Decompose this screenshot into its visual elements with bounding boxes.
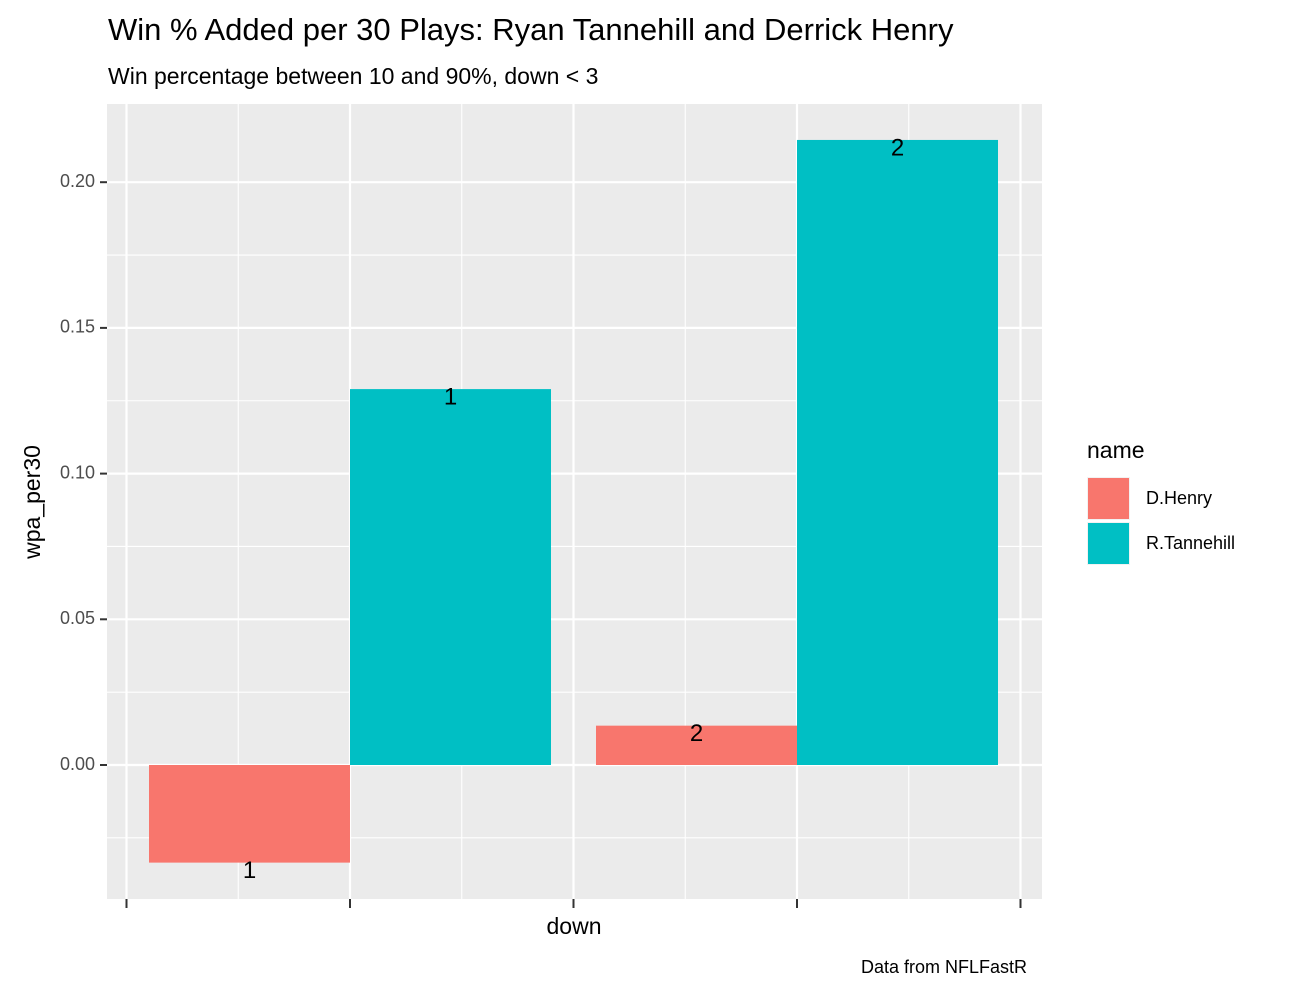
bars	[149, 139, 998, 863]
y-axis: 0.00 0.05 0.10 0.15 0.20	[60, 171, 107, 774]
legend-key-r-tannehill	[1088, 523, 1129, 564]
y-tick-label-0: 0.00	[60, 754, 95, 774]
bar-d-henry-down-1	[149, 765, 350, 863]
legend: name D.Henry R.Tannehill	[1087, 437, 1235, 565]
bar-labels: 1 2 1 2	[243, 134, 904, 884]
y-tick-label-2: 0.10	[60, 462, 95, 482]
chart-subtitle: Win percentage between 10 and 90%, down …	[108, 63, 598, 89]
bar-d-henry-down-2	[596, 725, 797, 765]
legend-key-d-henry	[1088, 478, 1129, 519]
bar-label-r-tannehill-down-2: 2	[891, 134, 904, 161]
y-axis-title: wpa_per30	[19, 445, 45, 560]
bar-label-r-tannehill-down-1: 1	[444, 383, 457, 410]
bar-label-d-henry-down-1: 1	[243, 857, 256, 884]
x-axis	[125, 899, 1022, 908]
chart-caption: Data from NFLFastR	[861, 957, 1027, 977]
y-tick-label-1: 0.05	[60, 608, 95, 628]
bar-r-tannehill-down-2	[797, 139, 998, 765]
legend-title: name	[1087, 437, 1145, 463]
chart-title: Win % Added per 30 Plays: Ryan Tannehill…	[108, 12, 954, 47]
legend-label-r-tannehill: R.Tannehill	[1146, 533, 1235, 553]
bar-r-tannehill-down-1	[350, 389, 551, 765]
bar-label-d-henry-down-2: 2	[690, 720, 703, 747]
legend-label-d-henry: D.Henry	[1146, 488, 1212, 508]
y-tick-label-3: 0.15	[60, 317, 95, 337]
x-axis-title: down	[547, 913, 602, 939]
y-tick-label-4: 0.20	[60, 171, 95, 191]
